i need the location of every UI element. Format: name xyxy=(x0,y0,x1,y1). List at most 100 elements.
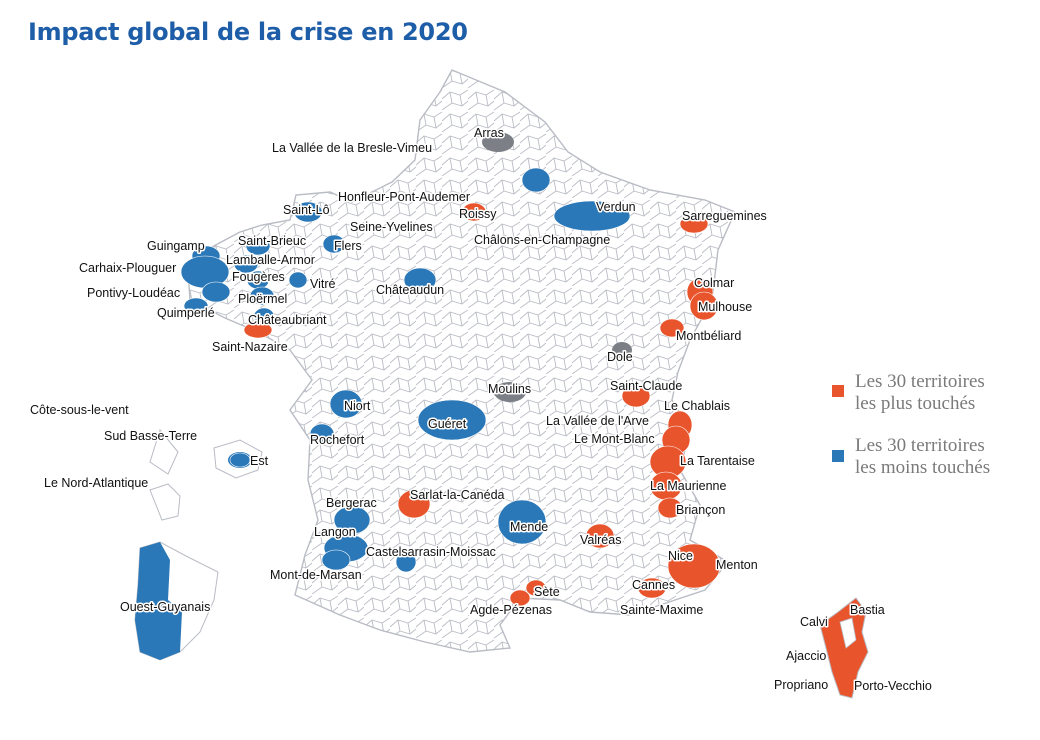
guadeloupe xyxy=(149,428,263,521)
zone-quimperle xyxy=(183,297,209,315)
zone-niort xyxy=(329,389,363,419)
label-est: Est xyxy=(250,454,269,468)
zone-valreas xyxy=(585,523,615,549)
label-montblanc: Le Mont-Blanc xyxy=(574,432,655,446)
label-carhaix: Carhaix-Plouguer xyxy=(79,261,176,275)
label-mende: Mende xyxy=(510,520,548,534)
label-stclaude: Saint-Claude xyxy=(610,379,682,393)
french-guiana xyxy=(134,541,219,661)
label-agde: Agde-Pézenas xyxy=(470,603,552,617)
label-stnazaire: Saint-Nazaire xyxy=(212,340,288,354)
label-stbrieuc: Saint-Brieuc xyxy=(238,234,306,248)
zone-saintemaxime xyxy=(637,577,667,599)
zone-flers xyxy=(322,234,346,254)
label-pontivy: Pontivy-Loudéac xyxy=(87,286,180,300)
zone-bergerac xyxy=(333,505,371,535)
label-ajaccio: Ajaccio xyxy=(786,649,826,663)
label-chalons: Châlons-en-Champagne xyxy=(474,233,610,247)
zone-chateaudun xyxy=(403,267,437,293)
zone-chalons xyxy=(521,167,551,193)
label-saintemaxime: Sainte-Maxime xyxy=(620,603,703,617)
zone-moulins xyxy=(494,382,526,402)
zone-gueret xyxy=(417,399,487,441)
label-bergerac: Bergerac xyxy=(326,496,377,510)
label-langon: Langon xyxy=(314,525,356,539)
label-guingamp: Guingamp xyxy=(147,239,205,253)
zone-rochefort xyxy=(309,423,335,445)
label-chateaubriant: Châteaubriant xyxy=(248,313,327,327)
label-colmar: Colmar xyxy=(694,276,734,290)
label-sudbasseterre: Sud Basse-Terre xyxy=(104,429,197,443)
legend-most-swatch xyxy=(832,385,844,397)
label-chateaudun: Châteaudun xyxy=(376,283,444,297)
label-verdun: Verdun xyxy=(596,200,636,214)
label-rochefort: Rochefort xyxy=(310,433,365,447)
label-cotesousvent: Côte-sous-le-vent xyxy=(30,403,129,417)
territory-labels: Arras La Vallée de la Bresle-Vimeu Honfleu… xyxy=(29,125,934,695)
label-gueret: Guéret xyxy=(428,417,467,431)
legend-least-line1: Les 30 territoires xyxy=(855,435,985,456)
label-bastia: Bastia xyxy=(850,603,885,617)
label-tarentaise: La Tarentaise xyxy=(680,454,755,468)
zone-verdun xyxy=(553,200,631,232)
zone-agde xyxy=(509,589,531,607)
label-sete: Sète xyxy=(534,585,560,599)
label-portovecchio: Porto-Vecchio xyxy=(854,679,932,693)
zone-arras xyxy=(482,132,514,152)
zone-montdemarsan xyxy=(321,549,351,571)
label-vitre: Vitré xyxy=(310,277,336,291)
label-ouestguyane: Ouest-Guyanais xyxy=(120,600,210,614)
label-mulhouse: Mulhouse xyxy=(698,300,752,314)
label-valreas: Valréas xyxy=(580,533,621,547)
zone-pontivy xyxy=(201,281,231,303)
label-nordatlantique: Le Nord-Atlantique xyxy=(44,476,148,490)
label-bresle: La Vallée de la Bresle-Vimeu xyxy=(272,141,432,155)
zone-lamballe xyxy=(233,254,259,274)
map-title: Impact global de la crise en 2020 xyxy=(28,18,468,46)
label-niort: Niort xyxy=(344,399,371,413)
label-montbeliard: Montbéliard xyxy=(676,329,741,343)
label-nice: Nice xyxy=(668,549,693,563)
label-sarlat: Sarlat-la-Canéda xyxy=(410,488,505,502)
legend: Les 30 territoires les plus touchés Les … xyxy=(832,371,990,478)
label-briancon: Briançon xyxy=(676,503,725,517)
zone-sete xyxy=(525,579,547,597)
zone-nice xyxy=(667,543,721,589)
label-honfleur: Honfleur-Pont-Audemer xyxy=(338,190,470,204)
label-flers: Flers xyxy=(334,239,362,253)
label-lamballe: Lamballe-Armor xyxy=(226,253,315,267)
label-quimperle: Quimperlé xyxy=(157,306,215,320)
label-menton: Menton xyxy=(716,558,758,572)
label-arras: Arras xyxy=(474,126,504,140)
zone-stnazaire xyxy=(243,321,273,339)
label-castelsarrasin: Castelsarrasin-Moissac xyxy=(366,545,496,559)
label-saintlo: Saint-Lô xyxy=(283,203,330,217)
legend-least-swatch xyxy=(832,450,844,462)
label-moulins: Moulins xyxy=(488,382,531,396)
zone-dole xyxy=(612,342,632,358)
label-cannes: Cannes xyxy=(632,578,675,592)
label-valleearve: La Vallée de l'Arve xyxy=(546,414,649,428)
zone-sarlat xyxy=(397,489,431,519)
zone-briancon xyxy=(657,497,683,519)
territory-mesh xyxy=(188,70,735,652)
label-roissy: Roissy xyxy=(459,207,497,221)
zone-saintlo xyxy=(293,201,323,223)
label-dole: Dole xyxy=(607,350,633,364)
zone-ploermel xyxy=(249,286,275,306)
territory-zones xyxy=(180,132,721,607)
zone-mulhouse xyxy=(689,291,719,321)
zone-stbrieuc xyxy=(245,236,271,256)
label-sarreguemines: Sarreguemines xyxy=(682,209,767,223)
zone-castelsarrasin xyxy=(395,551,417,573)
label-montdemarsan: Mont-de-Marsan xyxy=(270,568,362,582)
label-propriano: Propriano xyxy=(774,678,828,692)
zone-stclaude xyxy=(621,384,651,408)
legend-least-line2: les moins touchés xyxy=(855,457,990,478)
label-lechablais: Le Chablais xyxy=(664,399,730,413)
label-maurienne: La Maurienne xyxy=(650,479,726,493)
legend-most-line1: Les 30 territoires xyxy=(855,371,985,392)
mainland-france xyxy=(187,69,736,653)
